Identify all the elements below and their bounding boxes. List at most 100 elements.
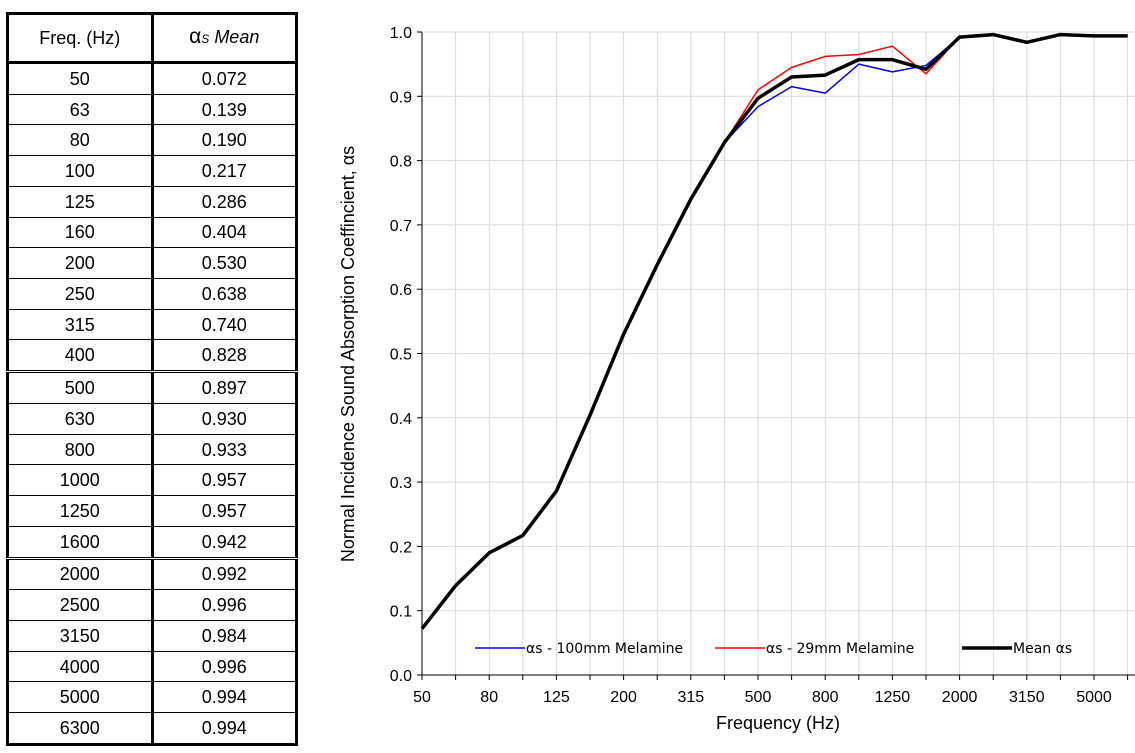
freq-cell: 2500 (7, 589, 154, 622)
freq-cell: 400 (7, 339, 154, 373)
table-row: 1600 0.942 (7, 526, 297, 559)
alpha-cell: 0.217 (152, 155, 297, 187)
table-row: 6300 0.994 (7, 712, 297, 745)
x-axis-label: Frequency (Hz) (716, 713, 840, 733)
table-row: 630 0.930 (7, 403, 297, 435)
x-tick-label: 315 (677, 689, 704, 706)
series-line-2 (421, 33, 1128, 630)
freq-cell: 1000 (7, 464, 154, 497)
freq-cell: 3150 (7, 620, 154, 652)
alpha-cell: 0.139 (152, 94, 297, 126)
table-row: 1250 0.957 (7, 495, 297, 527)
alpha-subscript: S (201, 32, 210, 46)
freq-cell: 200 (7, 247, 154, 280)
y-tick-label: 0.1 (390, 604, 412, 621)
table-row: 200 0.530 (7, 247, 297, 280)
table-row: 4000 0.996 (7, 651, 297, 683)
alpha-symbol: α (189, 25, 202, 48)
table-row: 500 0.897 (7, 370, 297, 404)
y-tick-label: 0.6 (390, 282, 412, 299)
alpha-cell: 0.984 (152, 620, 297, 652)
freq-cell: 800 (7, 434, 154, 466)
alpha-cell: 0.942 (152, 526, 297, 559)
table-row: 800 0.933 (7, 434, 297, 466)
y-tick-label: 0.7 (390, 218, 412, 235)
table-row: 315 0.740 (7, 309, 297, 341)
series-lines (420, 32, 1128, 630)
x-tick-label: 800 (812, 689, 839, 706)
alpha-cell: 0.638 (152, 278, 297, 310)
x-tick-label: 200 (610, 689, 637, 706)
table-row: 2000 0.992 (7, 556, 297, 591)
alpha-cell: 0.957 (152, 495, 297, 527)
alpha-cell: 0.996 (152, 651, 297, 683)
y-tick-label: 0.8 (390, 154, 412, 171)
freq-cell: 500 (7, 370, 154, 404)
table-row: 100 0.217 (7, 155, 297, 187)
y-tick-label: 0.5 (390, 347, 412, 364)
table-row: 80 0.190 (7, 124, 297, 157)
y-tick-label: 0.3 (390, 475, 412, 492)
alpha-cell: 0.072 (152, 62, 297, 95)
series-line-3 (420, 32, 1128, 630)
freq-header: Freq. (Hz) (7, 13, 154, 64)
freq-cell: 100 (7, 155, 154, 187)
alpha-cell: 0.740 (152, 309, 297, 341)
alpha-cell: 0.404 (152, 217, 297, 249)
alpha-cell: 0.897 (152, 370, 297, 404)
freq-cell: 315 (7, 309, 154, 341)
alpha-cell: 0.957 (152, 464, 297, 497)
x-tick-label: 50 (413, 689, 431, 706)
alpha-cell: 0.530 (152, 247, 297, 280)
x-tick-label: 5000 (1076, 689, 1112, 706)
x-tick-label: 1250 (875, 689, 911, 706)
x-tick-label: 80 (480, 689, 498, 706)
y-tick-label: 0.0 (390, 668, 412, 685)
y-axis-ticks: 0.0 0.1 0.2 0.3 0.4 0.5 0.6 0.7 0.8 0.9 1.0 (390, 25, 422, 685)
freq-cell: 4000 (7, 651, 154, 683)
alpha-cell: 0.933 (152, 434, 297, 466)
table-row: 63 0.139 (7, 94, 297, 126)
freq-cell: 125 (7, 186, 154, 218)
freq-cell: 63 (7, 94, 154, 126)
chart-grid (422, 31, 1135, 675)
table-row: 400 0.828 (7, 339, 297, 373)
y-tick-label: 0.4 (390, 411, 412, 428)
alpha-cell: 0.992 (152, 556, 297, 591)
x-tick-label: 3150 (1009, 689, 1045, 706)
table-row: 50 0.072 (7, 62, 297, 95)
table-row: 160 0.404 (7, 217, 297, 249)
freq-cell: 5000 (7, 681, 154, 714)
freq-cell: 80 (7, 124, 154, 157)
table-row: 250 0.638 (7, 278, 297, 310)
freq-cell: 50 (7, 62, 154, 95)
y-tick-label: 1.0 (390, 25, 412, 42)
absorption-chart: 0.0 0.1 0.2 0.3 0.4 0.5 0.6 0.7 0.8 0.9 1.0 50 80 12… (338, 25, 1135, 733)
y-axis-label: Normal Incidence Sound Absorption Coeffi… (338, 146, 358, 562)
y-tick-label: 0.9 (390, 89, 412, 106)
legend-entry: Mean αs (1013, 641, 1072, 657)
legend-entry: αs - 29mm Melamine (766, 641, 914, 657)
alpha-cell: 0.930 (152, 403, 297, 435)
alpha-cell: 0.286 (152, 186, 297, 218)
alpha-cell: 0.828 (152, 339, 297, 373)
freq-cell: 250 (7, 278, 154, 310)
alpha-cell: 0.190 (152, 124, 297, 157)
table-row: 125 0.286 (7, 186, 297, 218)
y-tick-label: 0.2 (390, 539, 412, 556)
freq-cell: 2000 (7, 556, 154, 591)
freq-cell: 630 (7, 403, 154, 435)
legend: αs - 100mm Melamine αs - 29mm Melamine Mea… (475, 641, 1072, 657)
legend-entry: αs - 100mm Melamine (526, 641, 683, 657)
alpha-mean-label: Mean (214, 27, 260, 47)
freq-cell: 1250 (7, 495, 154, 527)
table-row: 1000 0.957 (7, 464, 297, 497)
x-axis-ticks: 50 80 125 200 315 500 800 1250 2000 3150 5000 (413, 675, 1129, 706)
table-row: 2500 0.996 (7, 589, 297, 622)
freq-cell: 6300 (7, 712, 154, 745)
alpha-mean-header: αS Mean (152, 13, 297, 64)
alpha-cell: 0.994 (152, 681, 297, 714)
table-row: 3150 0.984 (7, 620, 297, 652)
frequency-table: Freq. (Hz) αS Mean 50 0.072 63 0.139 80 0.190… (6, 12, 298, 746)
alpha-cell: 0.994 (152, 712, 297, 745)
